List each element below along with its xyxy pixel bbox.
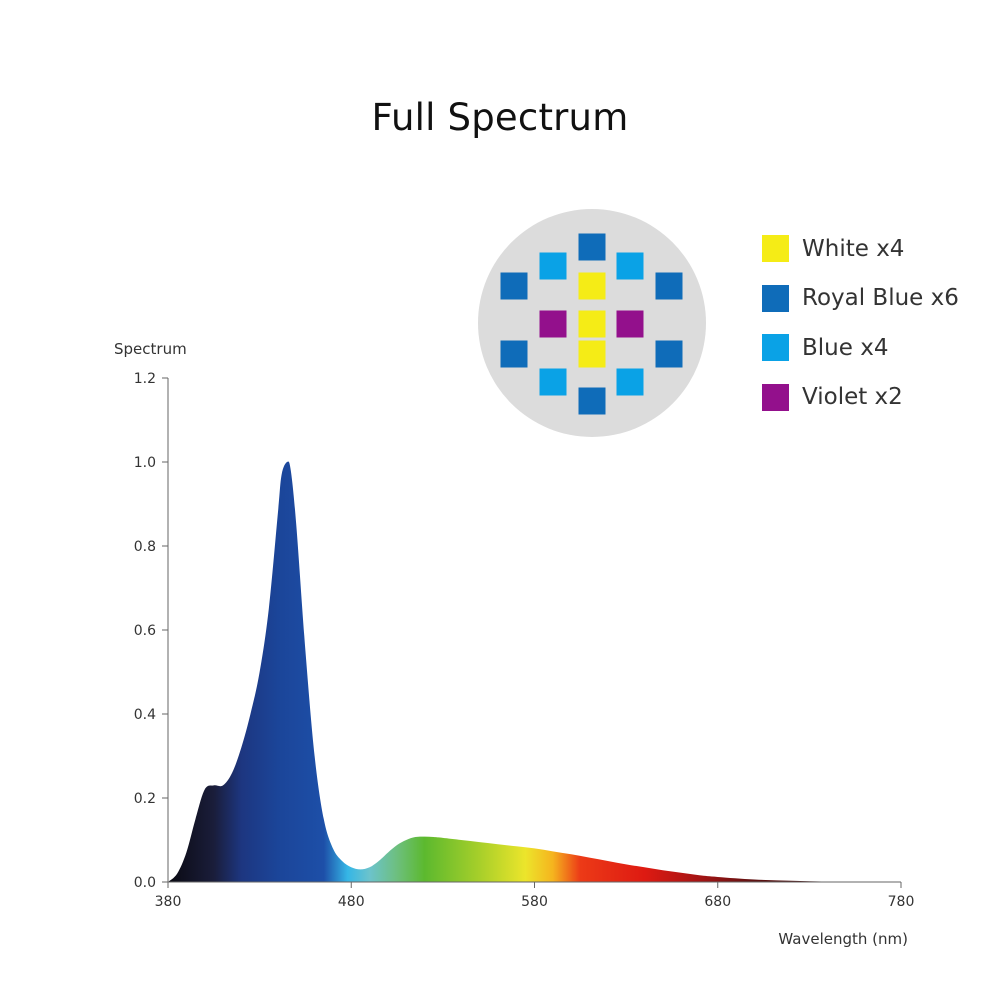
x-tick-label: 380 bbox=[155, 894, 182, 910]
legend-label: Royal Blue x6 bbox=[802, 285, 959, 312]
legend-item: Royal Blue x6 bbox=[762, 274, 959, 324]
led-chip-blue bbox=[616, 368, 644, 396]
led-chip-royal-blue bbox=[578, 233, 606, 261]
legend-swatch bbox=[762, 284, 789, 312]
x-tick-label: 480 bbox=[338, 894, 365, 910]
led-chip-violet bbox=[616, 310, 644, 338]
legend-label: Blue x4 bbox=[802, 334, 889, 361]
y-tick-label: 0.4 bbox=[134, 707, 156, 723]
led-array bbox=[478, 209, 706, 437]
x-tick-label: 580 bbox=[521, 894, 548, 910]
legend-label: White x4 bbox=[802, 235, 905, 262]
led-chip-royal-blue bbox=[500, 272, 528, 300]
legend-swatch bbox=[762, 383, 789, 411]
x-axis-title: Wavelength (nm) bbox=[778, 930, 908, 948]
led-chip-royal-blue bbox=[578, 387, 606, 415]
led-chip-white bbox=[578, 340, 606, 368]
spectrum-area bbox=[168, 461, 901, 882]
y-tick-label: 1.0 bbox=[134, 455, 156, 471]
y-tick-label: 0.0 bbox=[134, 875, 156, 891]
led-chip-violet bbox=[539, 310, 567, 338]
led-chip-blue bbox=[539, 252, 567, 280]
y-tick-label: 0.2 bbox=[134, 791, 156, 807]
legend-swatch bbox=[762, 334, 789, 362]
legend-label: Violet x2 bbox=[802, 384, 903, 411]
plot-area bbox=[168, 461, 901, 882]
led-chip-white bbox=[578, 310, 606, 338]
led-chip-blue bbox=[616, 252, 644, 280]
axes: 0.0 0.2 0.4 0.6 0.8 1.0 1.2 380 480 580 680 780 bbox=[134, 371, 915, 910]
y-tick-label: 0.6 bbox=[134, 623, 156, 639]
y-tick-label: 1.2 bbox=[134, 371, 156, 387]
y-tick-label: 0.8 bbox=[134, 539, 156, 555]
led-chip-blue bbox=[539, 368, 567, 396]
legend-item: Blue x4 bbox=[762, 323, 959, 373]
legend-swatch bbox=[762, 235, 789, 263]
y-axis-title: Spectrum bbox=[114, 340, 187, 358]
led-chip-royal-blue bbox=[500, 340, 528, 368]
legend: White x4 Royal Blue x6 Blue x4 Violet x2 bbox=[762, 224, 959, 422]
led-chip-royal-blue bbox=[655, 340, 683, 368]
x-tick-label: 680 bbox=[704, 894, 731, 910]
led-chip-royal-blue bbox=[655, 272, 683, 300]
legend-item: White x4 bbox=[762, 224, 959, 274]
page-title: Full Spectrum bbox=[371, 96, 629, 139]
legend-item: Violet x2 bbox=[762, 373, 959, 423]
x-tick-label: 780 bbox=[888, 894, 915, 910]
led-chip-white bbox=[578, 272, 606, 300]
